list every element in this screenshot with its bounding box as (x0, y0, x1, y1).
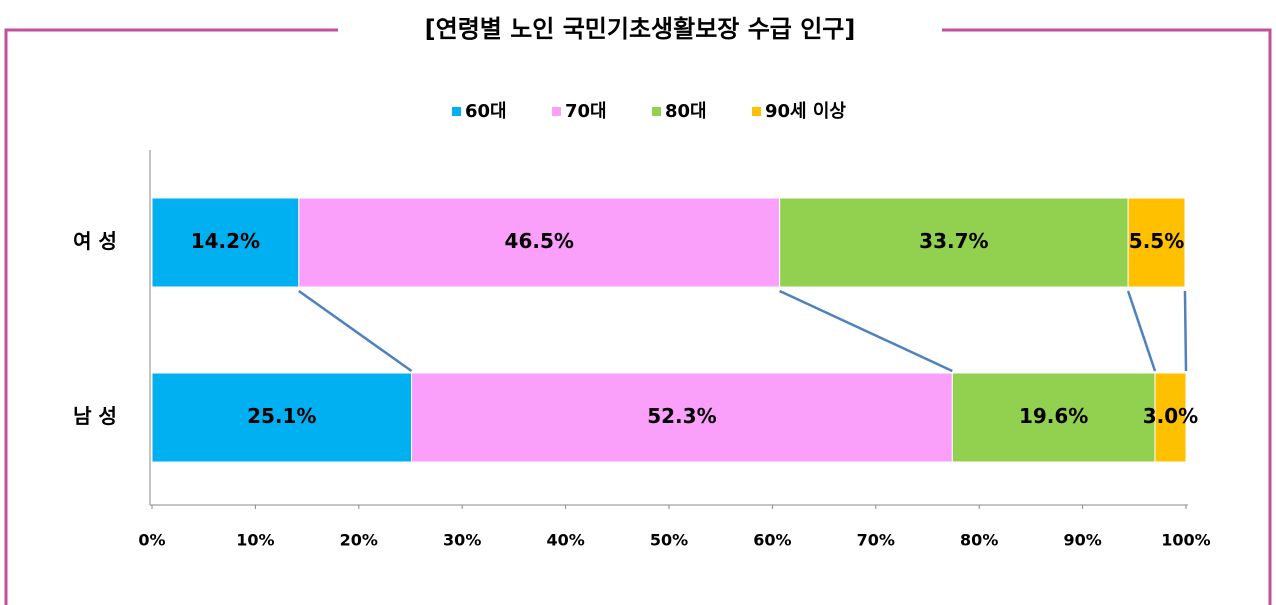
x-tick-label: 100% (1161, 531, 1210, 550)
legend-swatch (452, 107, 461, 116)
bar-segment (1127, 197, 1186, 288)
x-tick-label: 50% (650, 531, 688, 550)
chart-title: [연령별 노인 국민기초생활보장 수급 인구] (425, 15, 856, 43)
connector (1126, 290, 1157, 372)
x-tick-label: 20% (340, 531, 378, 550)
frame-left (4, 28, 338, 605)
data-label: 3.0% (1143, 404, 1198, 428)
x-tick-label: 0% (138, 531, 165, 550)
x-tick-label: 60% (753, 531, 791, 550)
data-label: 19.6% (1019, 404, 1088, 428)
bar-segment (298, 197, 781, 288)
frame (4, 28, 1272, 605)
bar-segment (951, 372, 1156, 463)
x-tick-label: 70% (857, 531, 895, 550)
legend-swatch (552, 107, 561, 116)
connector (298, 289, 413, 373)
legend-label: 70대 (565, 101, 607, 122)
data-label: 25.1% (247, 404, 316, 428)
connector (779, 289, 953, 373)
legend-swatch (652, 107, 661, 116)
frame-right (942, 28, 1272, 605)
data-label: 46.5% (505, 229, 574, 253)
x-tick-label: 90% (1063, 531, 1101, 550)
x-tick-label: 40% (546, 531, 584, 550)
bar-segment (151, 372, 413, 463)
data-label: 14.2% (191, 229, 260, 253)
x-tick-label: 30% (443, 531, 481, 550)
connector (1183, 290, 1188, 372)
y-tick-label: 남 성 (73, 404, 117, 428)
data-label: 5.5% (1129, 229, 1184, 253)
bar-segment (779, 197, 1129, 288)
bar-segment (411, 372, 953, 463)
y-tick-label: 여 성 (73, 229, 117, 253)
bar-segment (1154, 372, 1187, 463)
legend-label: 80대 (665, 101, 707, 122)
x-tick-label: 80% (960, 531, 998, 550)
data-label: 33.7% (919, 229, 988, 253)
bar-segment (151, 197, 300, 288)
legend-label: 60대 (465, 101, 507, 122)
legend-label: 90세 이상 (765, 101, 846, 122)
legend-swatch (752, 107, 761, 116)
x-tick-label: 10% (236, 531, 274, 550)
data-label: 52.3% (647, 404, 716, 428)
